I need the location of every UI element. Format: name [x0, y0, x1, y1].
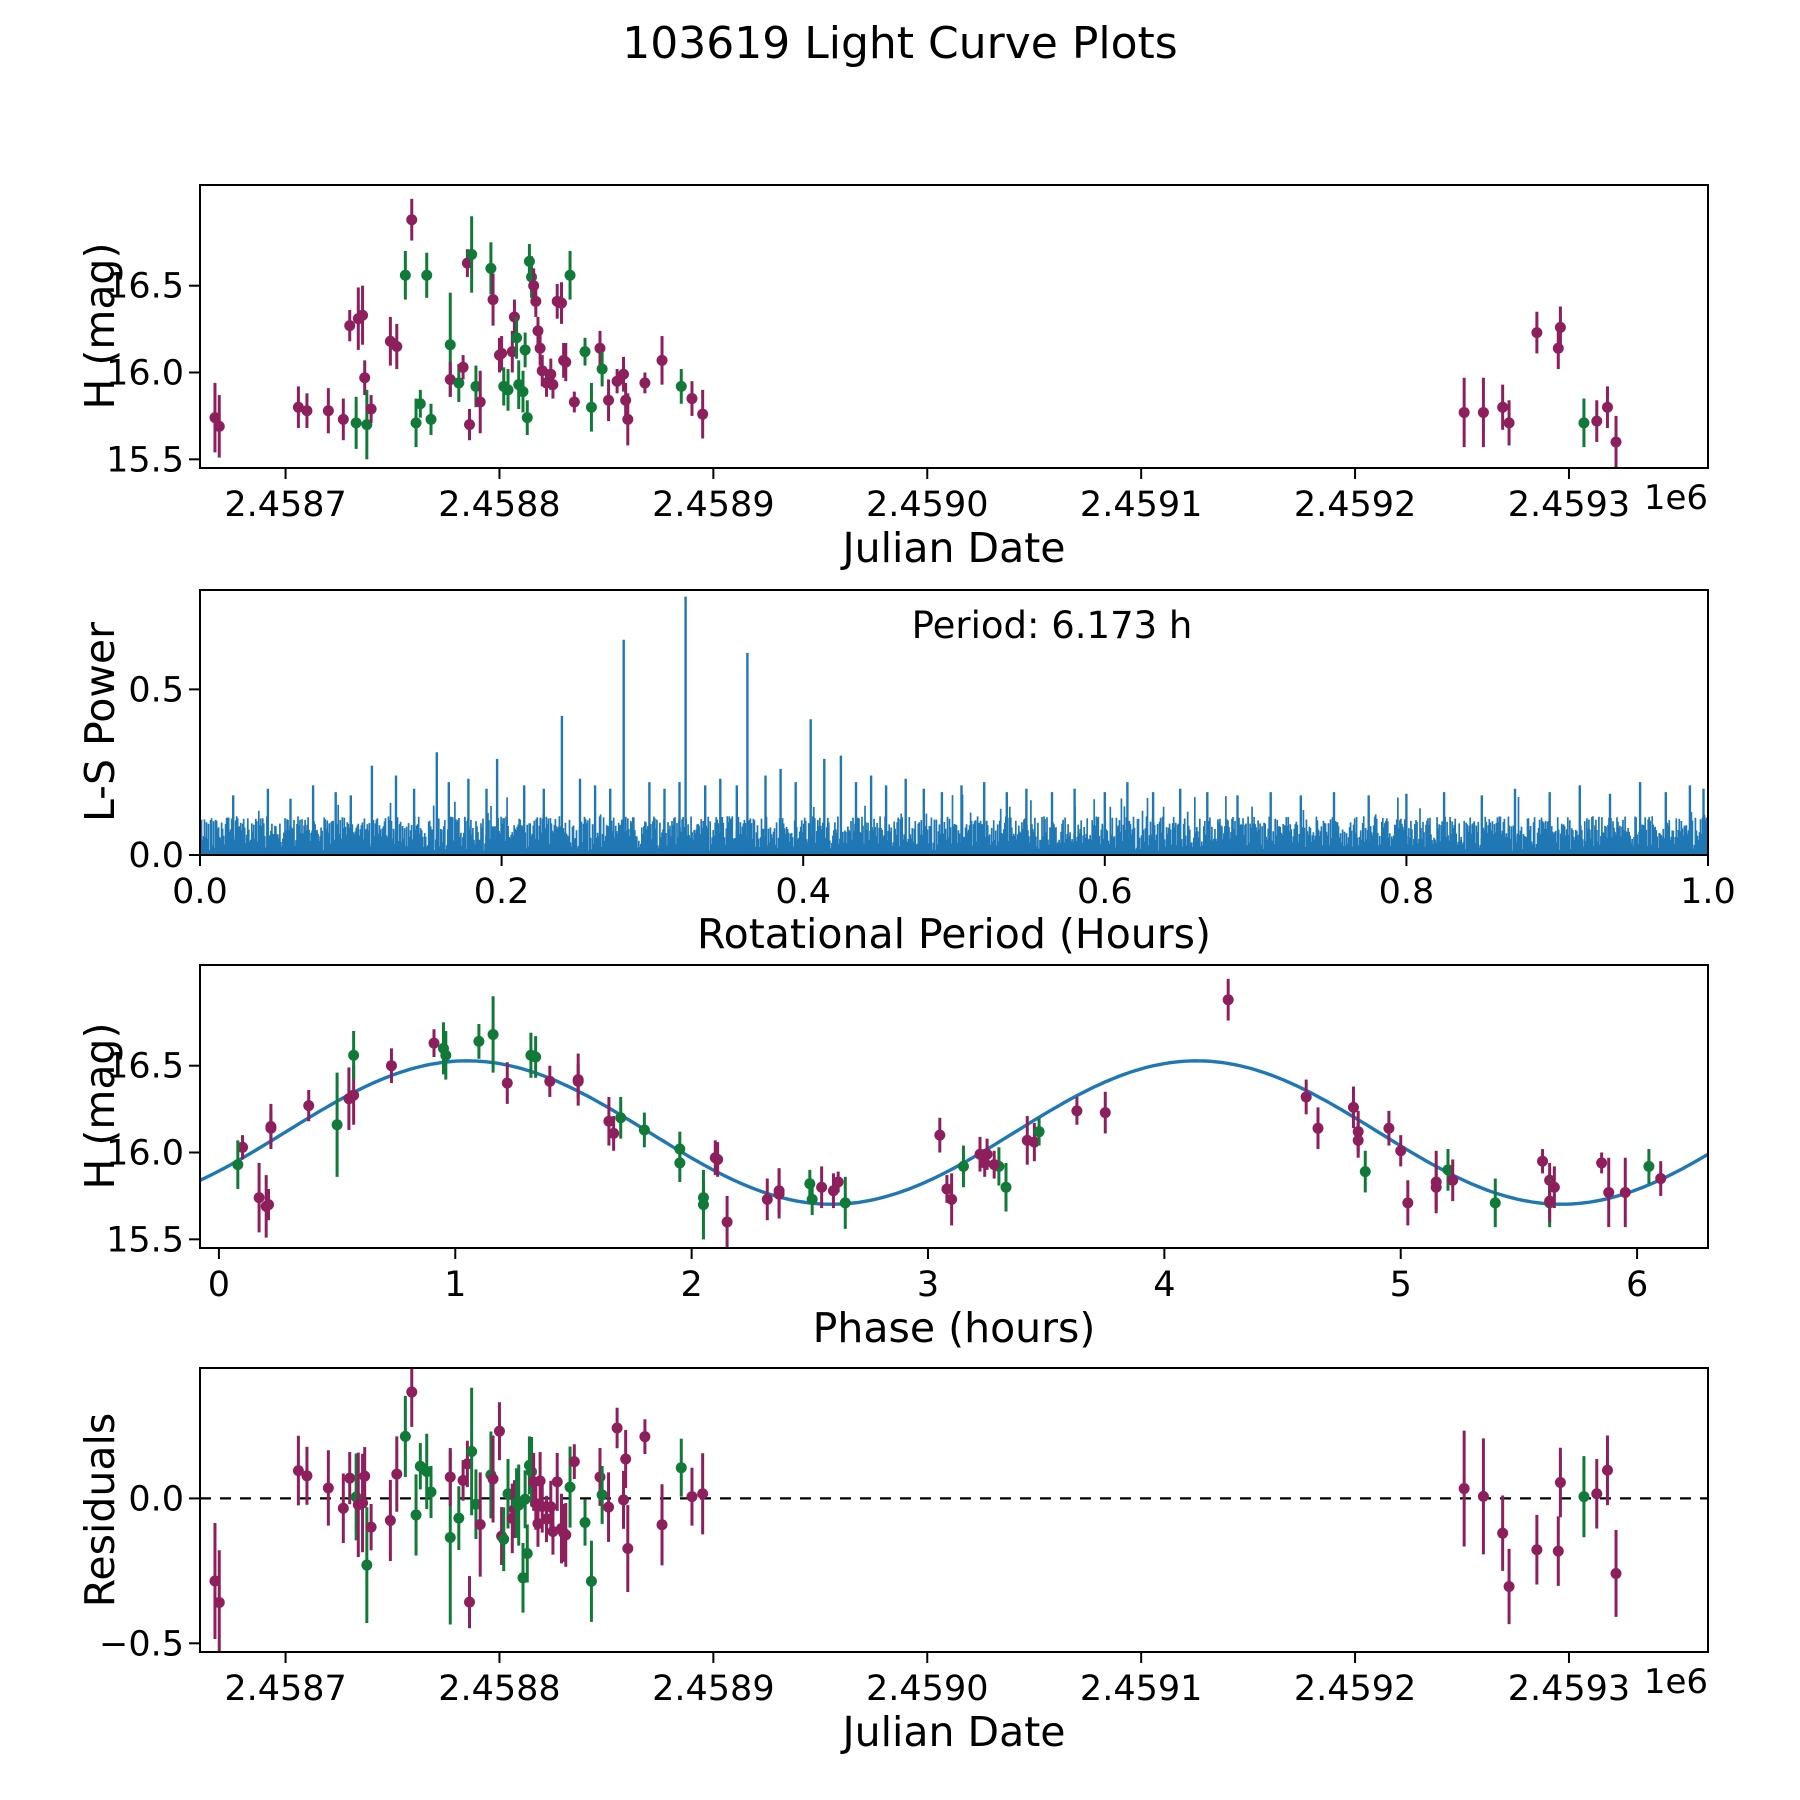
svg-text:2.4589: 2.4589 — [652, 1669, 774, 1709]
svg-text:0.2: 0.2 — [474, 872, 530, 912]
svg-text:0: 0 — [208, 1265, 230, 1305]
svg-text:0.0: 0.0 — [128, 1479, 184, 1519]
svg-text:2.4593: 2.4593 — [1508, 485, 1630, 525]
svg-text:15.5: 15.5 — [106, 1220, 184, 1260]
light_curve-plot-area — [209, 198, 1622, 468]
svg-text:2.4587: 2.4587 — [224, 1669, 346, 1709]
residuals-offset-label: 1e6 — [1643, 1662, 1708, 1702]
svg-text:16.5: 16.5 — [106, 267, 184, 307]
svg-text:1.0: 1.0 — [1680, 872, 1736, 912]
svg-text:0.8: 0.8 — [1379, 872, 1435, 912]
figure-title: 103619 Light Curve Plots — [622, 18, 1178, 69]
svg-text:16.0: 16.0 — [106, 354, 184, 394]
svg-text:16.0: 16.0 — [106, 1134, 184, 1174]
svg-text:16.5: 16.5 — [106, 1047, 184, 1087]
svg-text:0.5: 0.5 — [128, 670, 184, 710]
svg-text:0.4: 0.4 — [775, 872, 831, 912]
svg-text:2.4587: 2.4587 — [224, 485, 346, 525]
phase-xlabel: Phase (hours) — [812, 1304, 1096, 1352]
svg-text:15.5: 15.5 — [106, 440, 184, 480]
periodogram-ylabel: L-S Power — [76, 622, 124, 822]
svg-text:4: 4 — [1153, 1265, 1175, 1305]
phase_curve-plot-area — [200, 978, 1708, 1248]
svg-text:2.4590: 2.4590 — [866, 1669, 988, 1709]
svg-text:1: 1 — [444, 1265, 466, 1305]
svg-text:2.4591: 2.4591 — [1080, 1669, 1202, 1709]
svg-text:6: 6 — [1626, 1265, 1648, 1305]
lightcurve-xlabel: Julian Date — [842, 524, 1066, 572]
period-annotation: Period: 6.173 h — [911, 604, 1193, 647]
lightcurve-ylabel: H (mag) — [76, 242, 124, 410]
residuals-plot-area — [200, 1368, 1708, 1652]
svg-text:2.4588: 2.4588 — [438, 1669, 560, 1709]
svg-text:2.4590: 2.4590 — [866, 485, 988, 525]
svg-text:0.0: 0.0 — [128, 836, 184, 876]
phase-ylabel: H (mag) — [76, 1022, 124, 1190]
svg-text:−0.5: −0.5 — [99, 1624, 184, 1664]
lightcurve-offset-label: 1e6 — [1643, 478, 1708, 518]
periodogram-xlabel: Rotational Period (Hours) — [696, 910, 1211, 958]
svg-text:2.4592: 2.4592 — [1294, 485, 1416, 525]
svg-text:0.6: 0.6 — [1077, 872, 1133, 912]
svg-text:2: 2 — [680, 1265, 702, 1305]
svg-text:2.4591: 2.4591 — [1080, 485, 1202, 525]
residuals-xlabel: Julian Date — [842, 1708, 1066, 1756]
svg-text:0.0: 0.0 — [172, 872, 228, 912]
svg-text:2.4589: 2.4589 — [652, 485, 774, 525]
residuals-ylabel: Residuals — [76, 1412, 124, 1608]
svg-text:3: 3 — [917, 1265, 939, 1305]
svg-text:2.4588: 2.4588 — [438, 485, 560, 525]
svg-text:5: 5 — [1390, 1265, 1412, 1305]
svg-text:2.4592: 2.4592 — [1294, 1669, 1416, 1709]
svg-text:2.4593: 2.4593 — [1508, 1669, 1630, 1709]
